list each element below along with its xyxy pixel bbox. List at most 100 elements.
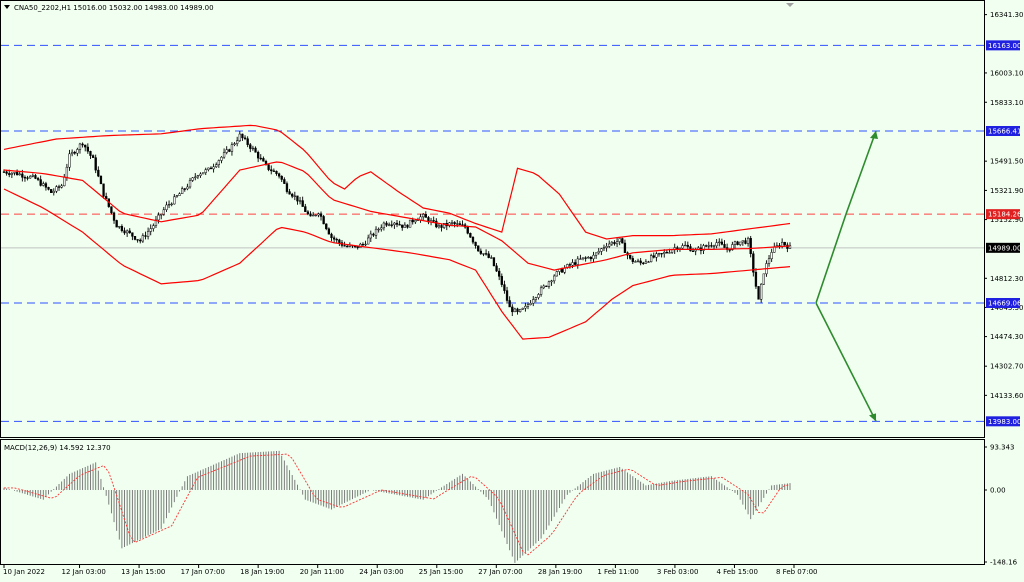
forecast-arrows (815, 130, 878, 422)
candle-body (503, 284, 506, 291)
time-tick-label: 27 Jan 07:00 (478, 568, 522, 576)
candle-body (199, 173, 202, 176)
candle-body (369, 233, 372, 239)
candle-body (152, 225, 155, 229)
candle-body (259, 157, 262, 160)
candle-body (723, 244, 726, 248)
candle-body (594, 252, 598, 256)
candle-body (36, 178, 40, 180)
candle-body (372, 233, 375, 236)
candle-body (760, 283, 763, 300)
candle-body (26, 177, 29, 179)
candle-body (597, 251, 600, 254)
candle-body (335, 238, 338, 241)
candle-body (118, 226, 121, 228)
bearish-scenario-arrow (815, 302, 877, 422)
candle-body (555, 271, 558, 277)
candle-body (647, 261, 650, 263)
candle-body (196, 175, 200, 178)
candle-body (8, 173, 11, 175)
scroll-marker-icon[interactable] (786, 3, 794, 7)
level-label: 14669.06 (988, 300, 1022, 308)
candle-body (225, 149, 228, 153)
time-tick-label: 18 Jan 19:00 (240, 568, 284, 576)
candle-body (97, 169, 100, 177)
time-tick-label: 10 Jan 2022 (3, 568, 45, 576)
candle-body (560, 269, 564, 273)
candle-body (317, 213, 320, 216)
candle-body (262, 158, 265, 162)
candle-body (663, 251, 666, 254)
candle-body (146, 231, 150, 237)
price-tick-label: 14302.70 (990, 363, 1023, 371)
candle-body (270, 169, 273, 172)
candle-body (511, 306, 514, 313)
candle-body (230, 144, 234, 152)
price-axis[interactable]: 16341.30 16003.10 15833.10 15491.50 15321.90… (984, 11, 1023, 427)
candle-body (733, 241, 737, 245)
level-label: 13983.00 (988, 418, 1021, 426)
candle-body (325, 223, 328, 230)
candle-body (518, 309, 522, 312)
candle-body (157, 214, 160, 221)
candle-body (553, 275, 556, 282)
candle-body (63, 176, 66, 187)
candle-body (304, 206, 307, 212)
candle-body (228, 149, 231, 152)
candle-body (131, 232, 134, 237)
candle-body (125, 230, 129, 234)
time-tick-label: 1 Feb 11:00 (597, 568, 638, 576)
candle-body (110, 206, 113, 214)
time-tick-label: 3 Feb 03:00 (657, 568, 698, 576)
candle-body (173, 196, 176, 205)
candle-body (385, 222, 388, 226)
candle-body (684, 244, 687, 247)
candle-body (411, 219, 414, 223)
candle-body (408, 219, 412, 228)
candle-body (256, 151, 260, 159)
candle-body (644, 261, 648, 264)
level-label-box (986, 298, 1020, 308)
candle-body (170, 203, 173, 206)
candle-body (102, 183, 105, 197)
candle-body (615, 241, 619, 245)
candle-body (739, 241, 742, 245)
candle-body (406, 224, 409, 228)
candle-body (167, 204, 171, 206)
candle-body (532, 299, 535, 304)
bullish-scenario-arrow (815, 130, 877, 304)
candle-body (18, 173, 21, 176)
candle-body (453, 222, 456, 225)
price-tick-label: 15833.10 (990, 99, 1023, 107)
candle-body (437, 225, 441, 228)
candle-body (42, 183, 45, 186)
candle-body (133, 236, 137, 240)
candle-body (288, 191, 291, 195)
candle-body (387, 224, 391, 226)
bollinger-upper-band (3, 124, 791, 240)
candle-body (21, 173, 24, 178)
candle-body (364, 243, 367, 246)
candle-body (327, 228, 331, 235)
candle-body (466, 226, 469, 234)
candle-body (492, 257, 496, 267)
level-label-box (986, 126, 1020, 136)
macd-panel[interactable]: MACD(12,26,9) 14.592 12.370 93.343 0.00 -1… (3, 444, 1018, 567)
price-panel[interactable]: 16341.30 16003.10 15833.10 15491.50 15321.90… (1, 3, 1023, 427)
candle-body (613, 241, 616, 245)
candle-body (610, 241, 613, 245)
candle-body (639, 260, 642, 264)
candle-body (534, 297, 538, 300)
symbol-menu-icon[interactable] (4, 5, 10, 9)
candle-body (393, 222, 396, 226)
candle-body (34, 175, 37, 179)
candle-body (191, 177, 194, 181)
time-axis[interactable]: 10 Jan 2022 12 Jan 03:00 13 Jan 15:00 17 Ja… (3, 565, 817, 576)
candle-body (469, 233, 472, 238)
candle-body (272, 170, 276, 172)
candle-body (374, 228, 378, 236)
candle-body (608, 243, 611, 247)
candle-body (505, 290, 509, 301)
